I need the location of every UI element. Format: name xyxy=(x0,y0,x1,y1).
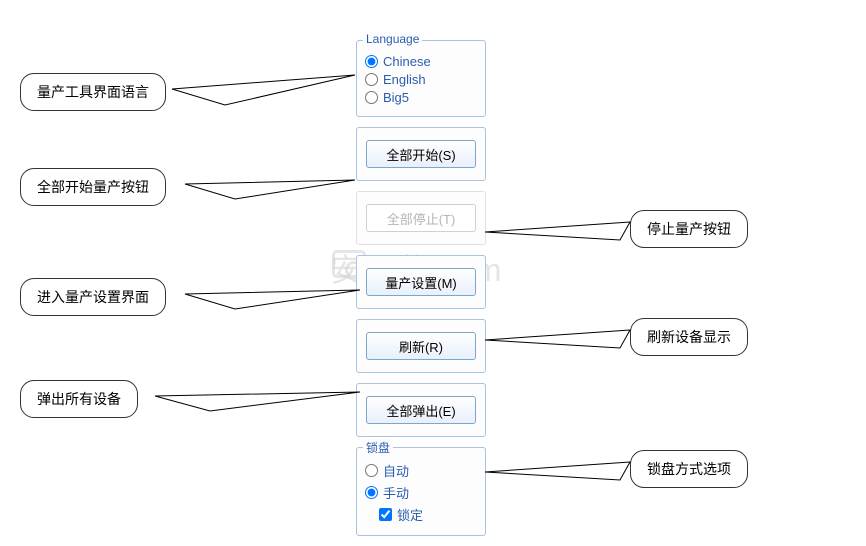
callout-lockmode-text: 锁盘方式选项 xyxy=(647,461,731,477)
callout-refresh: 刷新设备显示 xyxy=(630,318,748,356)
refresh-label: 刷新(R) xyxy=(399,340,443,355)
language-group: Language Chinese English Big5 xyxy=(356,40,486,117)
lock-group-title: 锁盘 xyxy=(363,439,393,456)
lock-radio-auto[interactable] xyxy=(365,464,378,477)
lang-label-english: English xyxy=(383,72,426,87)
callout-settings-text: 进入量产设置界面 xyxy=(37,289,149,305)
lock-group: 锁盘 自动 手动 锁定 xyxy=(356,447,486,536)
callout-eject-text: 弹出所有设备 xyxy=(37,391,121,407)
lang-label-big5: Big5 xyxy=(383,90,409,105)
start-all-wrap: 全部开始(S) xyxy=(356,127,486,181)
lang-label-chinese: Chinese xyxy=(383,54,431,69)
settings-button[interactable]: 量产设置(M) xyxy=(366,268,476,296)
lang-radio-big5[interactable] xyxy=(365,91,378,104)
settings-label: 量产设置(M) xyxy=(385,276,457,291)
stop-all-wrap: 全部停止(T) xyxy=(356,191,486,245)
callout-language: 量产工具界面语言 xyxy=(20,73,166,111)
lock-check-row[interactable]: 锁定 xyxy=(379,505,477,524)
callout-start-text: 全部开始量产按钮 xyxy=(37,179,149,195)
lock-label-manual: 手动 xyxy=(383,483,409,502)
eject-all-wrap: 全部弹出(E) xyxy=(356,383,486,437)
refresh-button[interactable]: 刷新(R) xyxy=(366,332,476,360)
lang-radio-chinese[interactable] xyxy=(365,55,378,68)
language-group-title: Language xyxy=(363,32,422,46)
lang-radio-english[interactable] xyxy=(365,73,378,86)
settings-wrap: 量产设置(M) xyxy=(356,255,486,309)
lang-option-english[interactable]: English xyxy=(365,72,477,87)
lock-option-auto[interactable]: 自动 xyxy=(365,461,477,480)
lang-option-chinese[interactable]: Chinese xyxy=(365,54,477,69)
lock-check-label: 锁定 xyxy=(397,505,423,524)
refresh-wrap: 刷新(R) xyxy=(356,319,486,373)
callout-stop-text: 停止量产按钮 xyxy=(647,221,731,237)
start-all-label: 全部开始(S) xyxy=(386,148,455,163)
callout-eject: 弹出所有设备 xyxy=(20,380,138,418)
lock-radio-manual[interactable] xyxy=(365,486,378,499)
callout-refresh-text: 刷新设备显示 xyxy=(647,329,731,345)
stop-all-label: 全部停止(T) xyxy=(387,212,456,227)
lock-checkbox[interactable] xyxy=(379,508,392,521)
eject-all-button[interactable]: 全部弹出(E) xyxy=(366,396,476,424)
start-all-button[interactable]: 全部开始(S) xyxy=(366,140,476,168)
callout-settings: 进入量产设置界面 xyxy=(20,278,166,316)
callout-language-text: 量产工具界面语言 xyxy=(37,84,149,100)
callout-start: 全部开始量产按钮 xyxy=(20,168,166,206)
lang-option-big5[interactable]: Big5 xyxy=(365,90,477,105)
lock-label-auto: 自动 xyxy=(383,461,409,480)
lock-option-manual[interactable]: 手动 xyxy=(365,483,477,502)
callout-stop: 停止量产按钮 xyxy=(630,210,748,248)
control-panel: Language Chinese English Big5 全部开始(S) 全部… xyxy=(356,40,486,546)
eject-all-label: 全部弹出(E) xyxy=(386,404,455,419)
stop-all-button: 全部停止(T) xyxy=(366,204,476,232)
canvas: { "language_group": { "title": "Language… xyxy=(0,0,866,530)
callout-lockmode: 锁盘方式选项 xyxy=(630,450,748,488)
